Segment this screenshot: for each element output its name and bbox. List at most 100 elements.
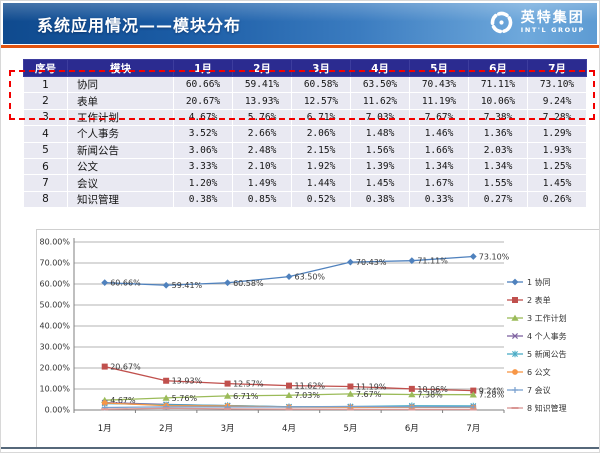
table-header-cell: 序号 [23,59,68,77]
slide-header: 系统应用情况——模块分布 英特集团 INT'L GROUP [3,3,597,44]
y-tick-label: 40.00% [39,322,70,331]
value-cell: 4.67% [173,108,233,127]
data-label: 6.71% [233,392,259,401]
module-table-body: 1 协同 60.66% 59.41% 60.58% 63.50% 70.43% 71.11% 7… [23,75,587,209]
legend-item: 5 新闻公告 [507,349,567,359]
row-number-cell: 2 [23,92,68,110]
legend-item: 8 知识管理 [507,403,567,413]
value-cell: 11.62% [350,92,410,110]
data-label: 71.11% [417,257,448,266]
logo: 英特集团 INT'L GROUP [488,9,585,36]
row-number-cell: 3 [23,108,68,127]
series-3 工作计划: 4.67% 5.76% 6.71% 7.03% 7.67% 7.38% 7.28% [101,390,505,405]
value-cell: 0.33% [409,190,469,209]
legend-label: 6 公文 [527,367,551,377]
value-cell: 2.06% [291,125,351,143]
legend-label: 8 知识管理 [527,403,567,413]
legend-label: 7 会议 [527,385,551,395]
table-header-cell: 模块 [67,59,174,77]
value-cell: 7.03% [350,108,410,127]
page-title: 系统应用情况——模块分布 [37,15,242,35]
value-cell: 71.11% [468,75,528,94]
table-row: 2 表单 20.67% 13.93% 12.57% 11.62% 11.19% 10.06% 9… [23,92,587,110]
x-tick-label: 1月 [98,424,112,434]
usage-chart: 0.00% 10.00% 20.00% 30.00% 40.00% 50.00% 60.00… [36,229,599,448]
table-header-cell: 4月 [350,59,410,77]
x-tick-label: 4月 [282,424,296,434]
series-2 表单: 20.67% 13.93% 12.57% 11.62% 11.19% 10.06% 9.24… [101,363,505,396]
value-cell: 13.93% [232,92,292,110]
row-number-cell: 5 [23,141,68,159]
module-name-cell: 个人事务 [67,125,174,143]
value-cell: 1.93% [527,141,587,159]
value-cell: 7.38% [468,108,528,127]
line-chart-svg: 0.00% 10.00% 20.00% 30.00% 40.00% 50.00% 60.00… [39,238,567,434]
y-tick-label: 30.00% [39,343,70,352]
data-label: 5.76% [172,394,198,403]
module-table-head: 序号 模块 1月 2月 3月 4月 5月 6月 7月 [23,59,587,77]
value-cell: 1.48% [350,125,410,143]
data-label: 73.10% [479,252,510,261]
module-name-cell: 表单 [67,92,174,110]
legend-item: 4 个人事务 [507,331,567,341]
legend-label: 1 协同 [527,277,551,287]
value-cell: 59.41% [232,75,292,94]
module-name-cell: 知识管理 [67,190,174,209]
footer-line [1,447,599,449]
y-axis-labels: 0.00% 10.00% 20.00% 30.00% 40.00% 50.00% 60.00… [39,238,70,415]
module-table: 序号 模块 1月 2月 3月 4月 5月 6月 7月 1 协同 60.66% 59.41% 60.58%… [23,59,587,209]
logo-text: 英特集团 INT'L GROUP [521,11,585,34]
legend-item: 3 工作计划 [507,313,567,323]
value-cell: 10.06% [468,92,528,110]
value-cell: 1.45% [527,174,587,192]
table-row: 3 工作计划 4.67% 5.76% 6.71% 7.03% 7.67% 7.38% 7.28% [23,108,587,127]
value-cell: 3.33% [173,157,233,176]
legend-label: 2 表单 [527,295,551,305]
logo-name-cn: 英特集团 [520,10,585,27]
legend-label: 5 新闻公告 [527,349,567,359]
data-label: 13.93% [172,377,203,386]
value-cell: 12.57% [291,92,351,110]
value-cell: 70.43% [409,75,469,94]
value-cell: 3.52% [173,125,233,143]
data-label: 20.67% [110,363,141,372]
table-row: 6 公文 3.33% 2.10% 1.92% 1.39% 1.34% 1.34% 1.25% [23,157,587,176]
logo-swirl-icon [488,9,515,36]
row-number-cell: 7 [23,174,68,192]
table-header-row: 序号 模块 1月 2月 3月 4月 5月 6月 7月 [23,59,587,77]
y-tick-label: 60.00% [39,280,70,289]
value-cell: 63.50% [350,75,410,94]
table-header-cell: 7月 [527,59,587,77]
table-header-cell: 5月 [409,59,469,77]
table-row: 4 个人事务 3.52% 2.66% 2.06% 1.48% 1.46% 1.36% 1.29% [23,125,587,143]
table-header-cell: 6月 [468,59,528,77]
table-header-cell: 1月 [173,59,233,77]
table-row: 7 会议 1.20% 1.49% 1.44% 1.45% 1.67% 1.55% 1.45% [23,174,587,192]
value-cell: 1.49% [232,174,292,192]
table-row: 5 新闻公告 3.06% 2.48% 2.15% 1.56% 1.66% 2.03% 1.93% [23,141,587,159]
table-header-cell: 2月 [232,59,292,77]
value-cell: 60.58% [291,75,351,94]
x-axis-labels: 1月 2月 3月 4月 5月 6月 7月 [73,410,505,434]
data-label: 7.28% [479,391,505,400]
y-tick-label: 10.00% [39,385,70,394]
module-name-cell: 公文 [67,157,174,176]
gridlines [74,241,504,390]
value-cell: 1.20% [173,174,233,192]
value-cell: 1.34% [468,157,528,176]
value-cell: 1.29% [527,125,587,143]
value-cell: 1.66% [409,141,469,159]
legend-item: 2 表单 [507,295,551,305]
value-cell: 0.38% [173,190,233,209]
value-cell: 1.46% [409,125,469,143]
value-cell: 1.56% [350,141,410,159]
y-tick-label: 70.00% [39,259,70,268]
value-cell: 73.10% [527,75,587,94]
data-label: 70.43% [356,258,387,267]
value-cell: 0.26% [527,190,587,209]
value-cell: 1.25% [527,157,587,176]
x-tick-label: 2月 [159,424,173,434]
module-name-cell: 协同 [67,75,174,94]
row-number-cell: 1 [23,75,68,94]
